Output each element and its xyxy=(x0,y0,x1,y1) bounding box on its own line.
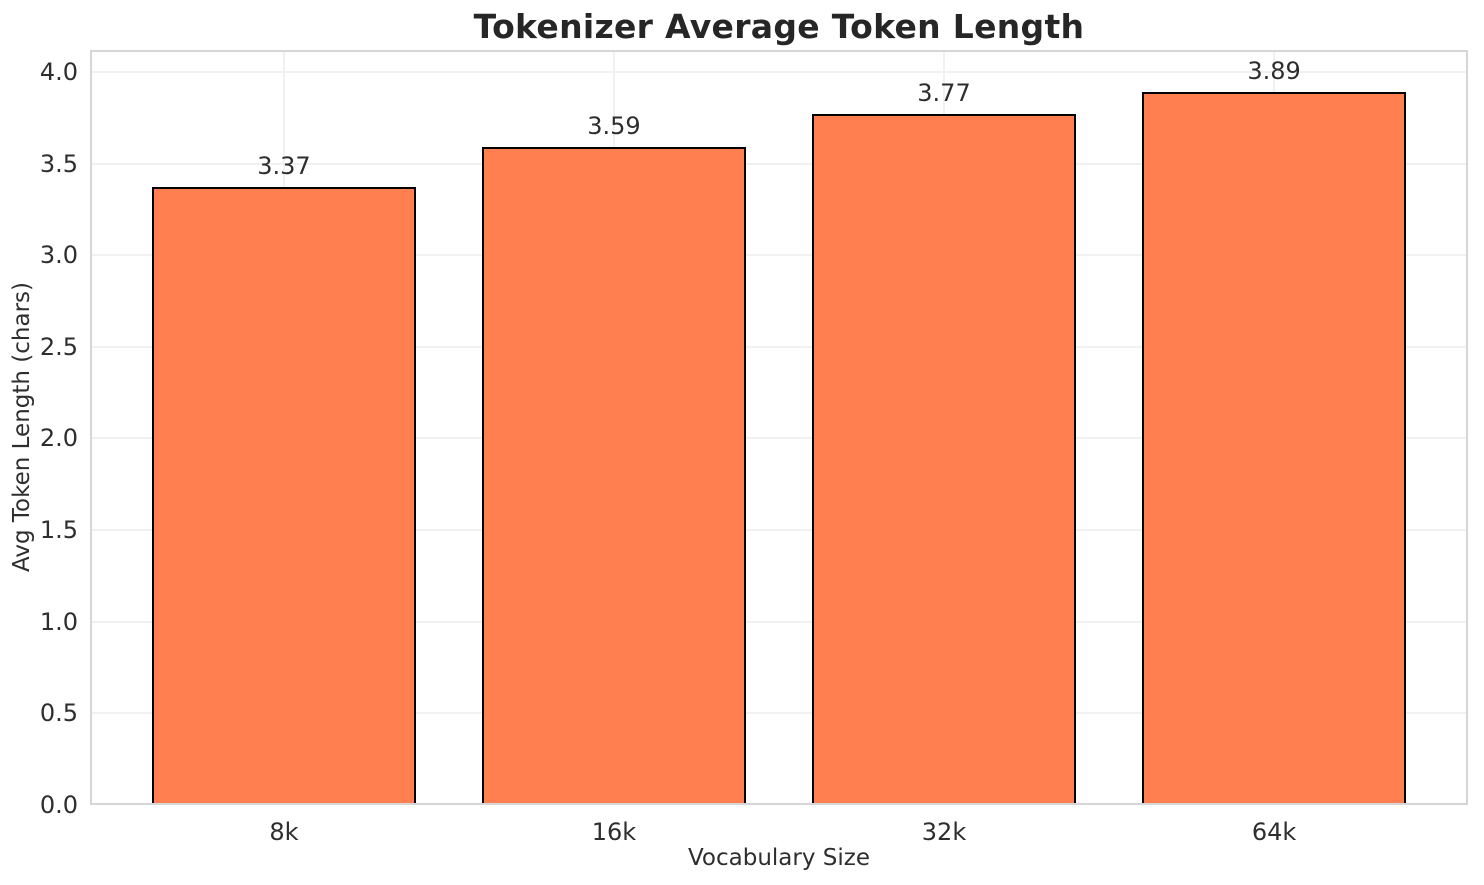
bar xyxy=(481,147,746,805)
y-tick-label: 3.5 xyxy=(39,149,78,178)
y-tick-label: 1.0 xyxy=(39,607,78,636)
gridline-horizontal xyxy=(90,70,1468,73)
gridline-horizontal xyxy=(90,345,1468,348)
bar-value-label: 3.77 xyxy=(917,79,971,108)
x-tick-label: 32k xyxy=(921,818,967,846)
y-tick-label: 0.5 xyxy=(39,699,78,728)
x-tick-label: 64k xyxy=(1251,818,1297,846)
bar-value-label: 3.59 xyxy=(587,112,641,141)
gridline-horizontal xyxy=(90,529,1468,532)
y-tick-label: 0.0 xyxy=(39,791,78,819)
chart-title: Tokenizer Average Token Length xyxy=(473,7,1085,46)
plot-area: 3.37 3.59 3.77 3.89 xyxy=(90,50,1468,805)
gridline-horizontal xyxy=(90,712,1468,715)
gridline-horizontal xyxy=(90,437,1468,440)
y-tick-label: 4.0 xyxy=(39,57,78,86)
y-tick-label: 2.0 xyxy=(39,424,78,453)
bar xyxy=(812,114,1077,805)
bar-value-label: 3.37 xyxy=(257,152,311,181)
bar-value-label: 3.89 xyxy=(1247,57,1301,86)
gridline-horizontal xyxy=(90,254,1468,257)
gridline-horizontal xyxy=(90,162,1468,165)
x-tick-label: 16k xyxy=(591,818,637,846)
y-tick-label: 2.5 xyxy=(39,332,78,361)
x-tick-label: 8k xyxy=(269,818,299,846)
x-axis-label: Vocabulary Size xyxy=(687,845,870,871)
gridline-horizontal xyxy=(90,620,1468,623)
bar xyxy=(151,187,416,805)
bar xyxy=(1142,92,1407,805)
y-tick-label: 1.5 xyxy=(39,516,78,545)
y-tick-label: 3.0 xyxy=(39,241,78,270)
